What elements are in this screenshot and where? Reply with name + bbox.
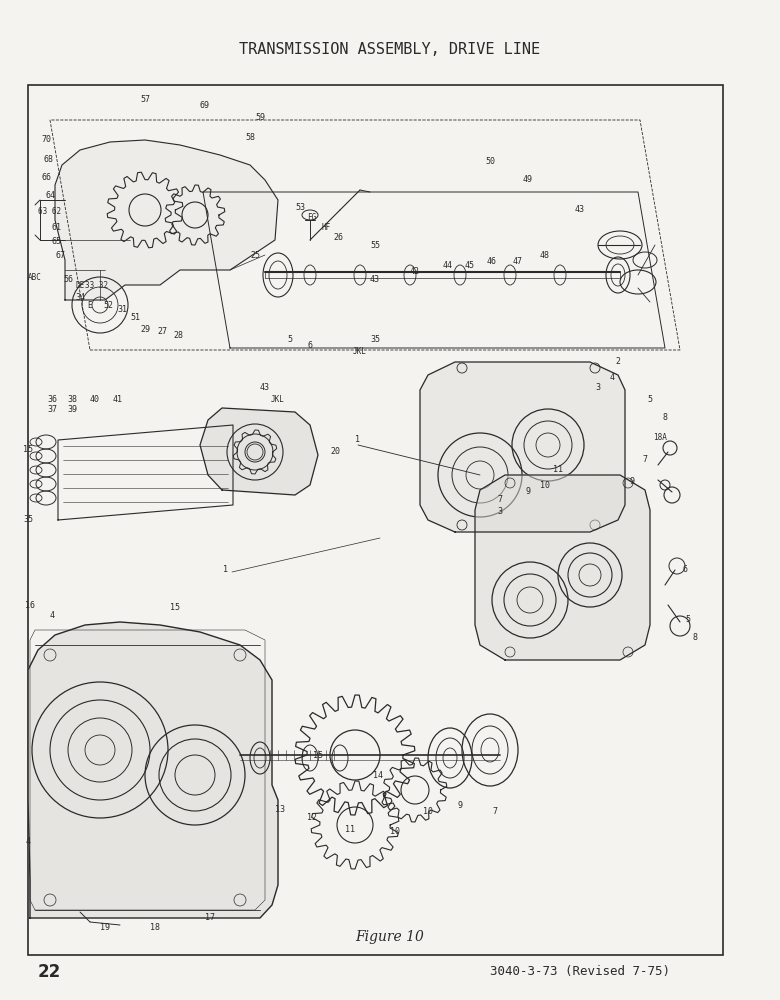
Text: 12: 12 bbox=[307, 814, 317, 822]
Text: 15: 15 bbox=[23, 446, 33, 454]
Polygon shape bbox=[55, 140, 278, 300]
Text: 3040-3-73 (Revised 7-75): 3040-3-73 (Revised 7-75) bbox=[490, 966, 670, 978]
Text: 47: 47 bbox=[513, 257, 523, 266]
Text: 10: 10 bbox=[540, 481, 550, 489]
Text: 52: 52 bbox=[103, 300, 113, 310]
Text: Figure 10: Figure 10 bbox=[356, 930, 424, 944]
Text: 28: 28 bbox=[173, 332, 183, 340]
Text: 45: 45 bbox=[465, 260, 475, 269]
Text: 1: 1 bbox=[222, 566, 228, 574]
Text: 68: 68 bbox=[43, 155, 53, 164]
Text: 38: 38 bbox=[67, 395, 77, 404]
Text: 27: 27 bbox=[157, 328, 167, 336]
Text: 8: 8 bbox=[662, 414, 668, 422]
Text: TRANSMISSION ASSEMBLY, DRIVE LINE: TRANSMISSION ASSEMBLY, DRIVE LINE bbox=[239, 42, 541, 57]
Text: 58: 58 bbox=[245, 133, 255, 142]
Text: 5: 5 bbox=[686, 615, 690, 624]
Text: 3: 3 bbox=[498, 508, 502, 516]
Text: 65: 65 bbox=[51, 237, 61, 246]
Text: 4: 4 bbox=[26, 838, 30, 846]
Text: 44: 44 bbox=[443, 260, 453, 269]
Text: JKL: JKL bbox=[353, 348, 367, 357]
Text: 9: 9 bbox=[629, 478, 634, 487]
Text: 11: 11 bbox=[553, 466, 563, 475]
Text: 40: 40 bbox=[90, 395, 100, 404]
Text: 13: 13 bbox=[275, 806, 285, 814]
Bar bbox=[28, 85, 723, 955]
Text: 2: 2 bbox=[615, 358, 621, 366]
Text: 43: 43 bbox=[260, 383, 270, 392]
Text: ABC: ABC bbox=[28, 273, 42, 282]
Text: 37: 37 bbox=[47, 406, 57, 414]
Text: 35: 35 bbox=[23, 516, 33, 524]
Text: 7: 7 bbox=[498, 495, 502, 504]
Text: 5: 5 bbox=[647, 395, 653, 404]
Text: E: E bbox=[87, 300, 92, 310]
Text: 39: 39 bbox=[67, 406, 77, 414]
Text: 66: 66 bbox=[41, 174, 51, 182]
Text: 46: 46 bbox=[487, 257, 497, 266]
Text: 15: 15 bbox=[313, 750, 323, 760]
Text: 1: 1 bbox=[356, 436, 360, 444]
Text: HF: HF bbox=[321, 224, 331, 232]
Text: 43: 43 bbox=[370, 275, 380, 284]
Text: 64: 64 bbox=[45, 190, 55, 200]
Text: 22: 22 bbox=[38, 963, 62, 981]
Text: 20: 20 bbox=[330, 448, 340, 456]
Text: 48: 48 bbox=[540, 250, 550, 259]
Text: 14: 14 bbox=[373, 770, 383, 780]
Text: 57: 57 bbox=[140, 96, 150, 104]
Text: 56: 56 bbox=[63, 275, 73, 284]
Text: 9: 9 bbox=[526, 488, 530, 496]
Text: 25: 25 bbox=[250, 250, 260, 259]
Text: 33 32: 33 32 bbox=[86, 282, 108, 290]
Text: 15: 15 bbox=[170, 603, 180, 612]
Text: JKL: JKL bbox=[271, 395, 285, 404]
Text: 55: 55 bbox=[370, 240, 380, 249]
Text: 9: 9 bbox=[458, 800, 463, 810]
Polygon shape bbox=[200, 408, 318, 495]
Text: 10: 10 bbox=[390, 828, 400, 836]
Text: 7: 7 bbox=[492, 808, 498, 816]
Polygon shape bbox=[28, 622, 278, 918]
Text: 69: 69 bbox=[200, 101, 210, 109]
Text: DE: DE bbox=[76, 282, 84, 290]
Text: 7: 7 bbox=[643, 456, 647, 464]
Text: 49: 49 bbox=[523, 176, 533, 184]
Text: FG: FG bbox=[307, 214, 317, 223]
Text: 70: 70 bbox=[41, 135, 51, 144]
Text: 36: 36 bbox=[47, 395, 57, 404]
Text: 5: 5 bbox=[288, 336, 292, 344]
Text: 18A: 18A bbox=[653, 434, 667, 442]
Text: 26: 26 bbox=[333, 233, 343, 242]
Text: 67: 67 bbox=[55, 251, 65, 260]
Text: 41: 41 bbox=[113, 395, 123, 404]
Text: 11: 11 bbox=[345, 826, 355, 834]
Text: 18: 18 bbox=[150, 924, 160, 932]
Polygon shape bbox=[420, 362, 625, 532]
Text: 3: 3 bbox=[595, 383, 601, 392]
Text: 8: 8 bbox=[693, 634, 697, 643]
Text: 61: 61 bbox=[51, 224, 61, 232]
Text: 59: 59 bbox=[255, 113, 265, 122]
Text: 17: 17 bbox=[205, 914, 215, 922]
Text: 4: 4 bbox=[49, 610, 55, 619]
Polygon shape bbox=[475, 475, 650, 660]
Text: 16: 16 bbox=[25, 600, 35, 609]
Text: 29: 29 bbox=[140, 326, 150, 334]
Text: 35: 35 bbox=[370, 336, 380, 344]
Text: 6: 6 bbox=[307, 340, 313, 350]
Text: 34: 34 bbox=[75, 294, 85, 302]
Text: 53: 53 bbox=[295, 204, 305, 213]
Text: 51: 51 bbox=[130, 314, 140, 322]
Text: 10: 10 bbox=[423, 808, 433, 816]
Text: 19: 19 bbox=[100, 924, 110, 932]
Text: 31: 31 bbox=[117, 306, 127, 314]
Text: 42: 42 bbox=[410, 267, 420, 276]
Text: 63 62: 63 62 bbox=[38, 208, 62, 217]
Text: 43: 43 bbox=[575, 206, 585, 215]
Text: 6: 6 bbox=[682, 566, 687, 574]
Text: 50: 50 bbox=[485, 157, 495, 166]
Text: 4: 4 bbox=[609, 373, 615, 382]
